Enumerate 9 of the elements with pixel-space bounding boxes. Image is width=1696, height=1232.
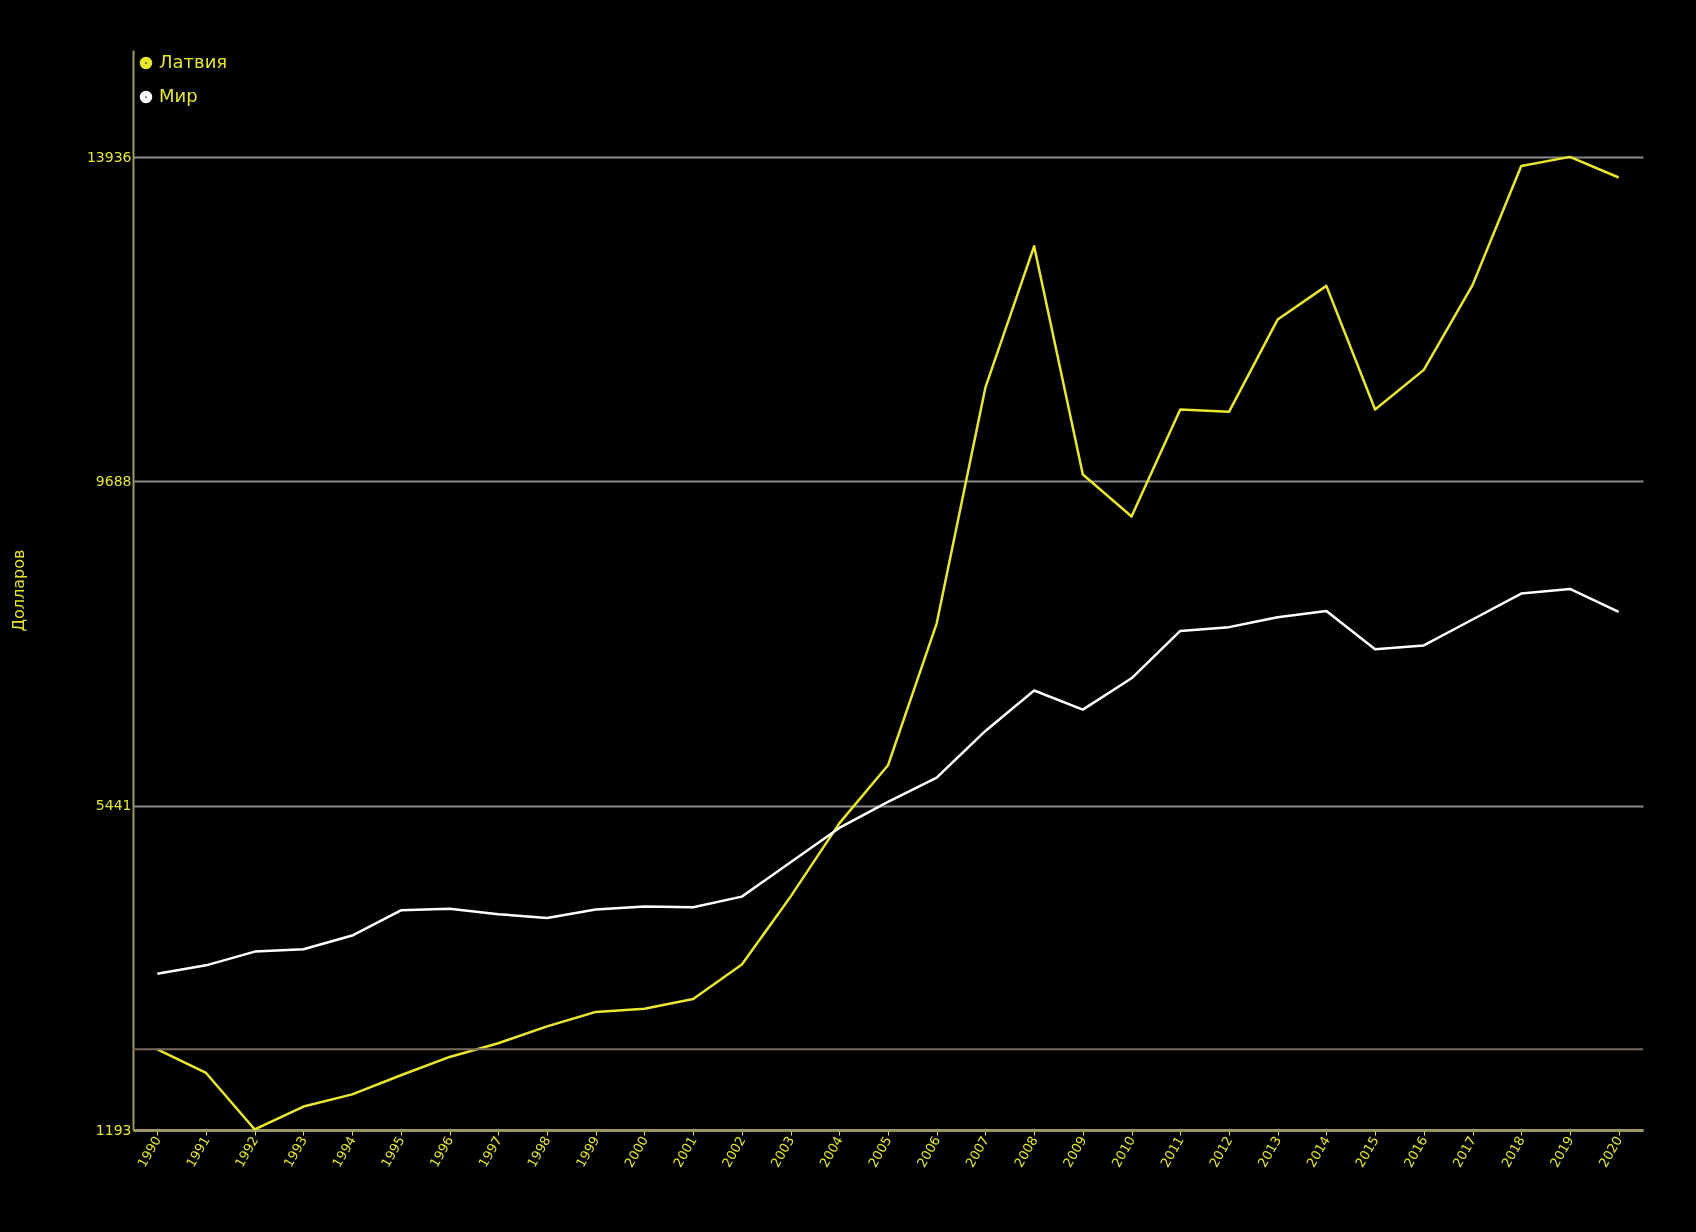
- y-tick-label: 5441: [95, 797, 132, 814]
- line-series: [156, 587, 1620, 975]
- y-axis-title: Долларов: [8, 549, 28, 632]
- legend-label: Латвия: [159, 51, 228, 72]
- y-tick-label: 13936: [86, 148, 132, 165]
- legend-label: Мир: [159, 85, 198, 106]
- y-tick-label: 1193: [95, 1121, 132, 1138]
- y-tick-label: 9688: [95, 472, 132, 489]
- line-series: [156, 155, 1620, 1131]
